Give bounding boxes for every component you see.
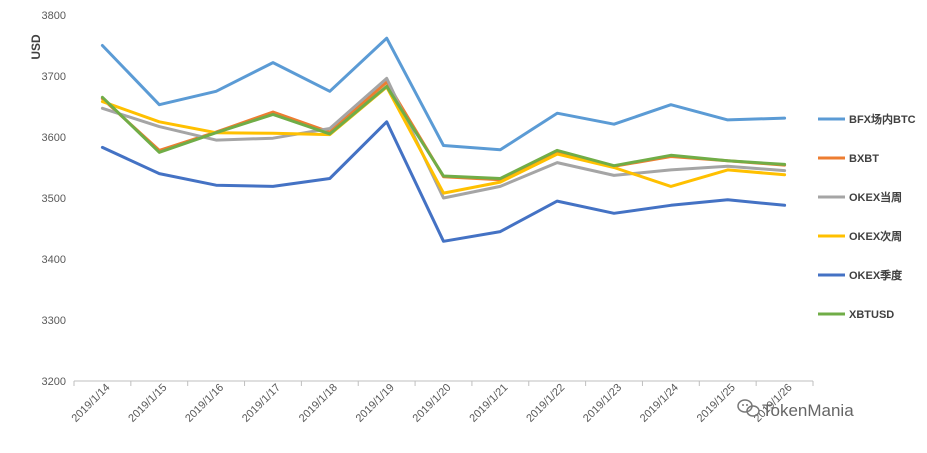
y-axis-ticks: 3200 3300 3400 3500 3600 3700 3800 (42, 10, 66, 388)
y-tick-label: 3400 (42, 254, 66, 266)
y-tick-label: 3300 (42, 315, 66, 327)
wechat-icon (737, 399, 760, 417)
watermark: TokenMania (737, 399, 854, 420)
legend-label: OKEX当周 (849, 190, 902, 204)
y-tick-label: 3700 (42, 71, 66, 83)
series-lines (100, 36, 787, 243)
y-axis-title: USD (29, 34, 43, 60)
series-line-1 (100, 36, 787, 152)
legend-label: OKEX次周 (849, 229, 902, 243)
watermark-text: TokenMania (762, 401, 854, 420)
y-tick-label: 3600 (42, 132, 66, 144)
legend-label: BXBT (849, 153, 879, 165)
y-tick-label: 3200 (42, 376, 66, 388)
legend-label: BFX场内BTC (849, 112, 916, 126)
legend: BFX场内BTC BXBT OKEX当周 OKEX次周 OKEX季度 XBTUSD (818, 112, 916, 321)
legend-label: XBTUSD (849, 309, 894, 321)
legend-label: OKEX季度 (849, 268, 903, 282)
series-line-5 (100, 120, 787, 243)
y-tick-label: 3500 (42, 193, 66, 205)
series-line-3 (100, 76, 787, 200)
y-tick-label: 3800 (42, 10, 66, 22)
series-line-6 (100, 84, 787, 180)
